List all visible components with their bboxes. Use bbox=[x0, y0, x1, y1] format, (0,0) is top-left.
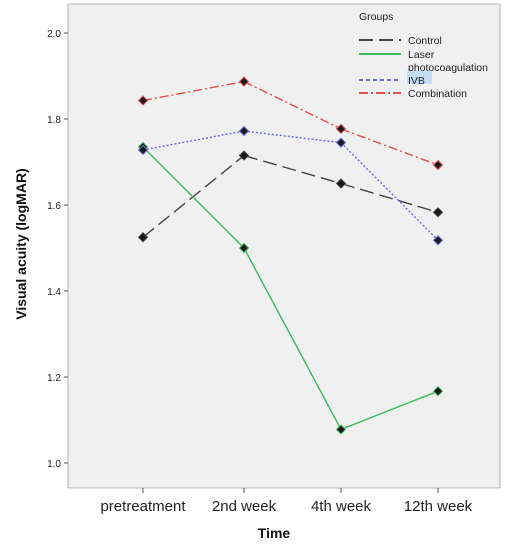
data-point-marker bbox=[335, 424, 347, 435]
series-line-segment bbox=[142, 155, 245, 238]
legend-label: IVB bbox=[408, 75, 425, 87]
data-point-marker bbox=[238, 242, 250, 254]
x-axis-title: Time bbox=[258, 525, 291, 541]
series-laser-photocoagulation bbox=[142, 146, 439, 431]
series-line-segment bbox=[243, 80, 342, 130]
x-tick-label: 4th week bbox=[311, 498, 372, 515]
y-tick-label: 1.6 bbox=[47, 201, 61, 212]
data-point-marker bbox=[432, 159, 444, 171]
data-point-marker bbox=[238, 76, 250, 87]
data-point-marker bbox=[335, 178, 347, 189]
series-ivb bbox=[142, 130, 439, 241]
y-tick-label: 1.4 bbox=[47, 287, 61, 298]
y-tick-label: 1.8 bbox=[47, 115, 61, 126]
data-point-marker bbox=[238, 150, 250, 161]
series-line-segment bbox=[243, 130, 342, 144]
plot-area bbox=[67, 3, 501, 489]
legend-label: Combination bbox=[408, 88, 467, 100]
series-line-segment bbox=[142, 130, 245, 151]
x-axis: pretreatment 2nd week 4th week 12th week bbox=[100, 488, 473, 515]
data-point-marker bbox=[238, 125, 250, 137]
series-markers bbox=[137, 150, 444, 243]
data-point-marker bbox=[432, 235, 444, 246]
series-line-segment bbox=[340, 182, 439, 213]
y-tick-label: 1.2 bbox=[47, 373, 61, 384]
legend-label: Control bbox=[408, 35, 442, 47]
series-combination bbox=[142, 80, 439, 166]
y-tick-label: 1.0 bbox=[47, 459, 61, 470]
series-line-segment bbox=[243, 154, 342, 185]
y-tick-label: 2.0 bbox=[47, 29, 61, 40]
legend-highlight bbox=[407, 71, 432, 84]
data-point-marker bbox=[137, 95, 149, 106]
x-tick-label: 12th week bbox=[404, 498, 473, 515]
data-point-marker bbox=[335, 137, 347, 148]
series-markers bbox=[137, 76, 444, 171]
data-point-marker bbox=[432, 207, 444, 218]
series-layer bbox=[137, 76, 444, 435]
x-tick-label: 2nd week bbox=[212, 498, 277, 515]
x-tick-label: pretreatment bbox=[100, 498, 186, 515]
series-line-segment bbox=[142, 80, 245, 102]
series-line-segment bbox=[340, 142, 439, 241]
series-line-segment bbox=[142, 146, 245, 249]
series-markers bbox=[137, 125, 444, 246]
y-axis-title: Visual acuity (logMAR) bbox=[13, 168, 29, 319]
series-line-segment bbox=[340, 390, 439, 431]
y-axis: 1.0 1.2 1.4 1.6 1.8 2.0 bbox=[47, 29, 68, 470]
data-point-marker bbox=[432, 385, 444, 397]
data-point-marker bbox=[137, 144, 149, 156]
series-line-segment bbox=[243, 247, 342, 430]
series-control bbox=[142, 154, 439, 238]
data-point-marker bbox=[335, 123, 347, 135]
data-point-marker bbox=[137, 232, 149, 243]
legend-title: Groups bbox=[359, 11, 393, 23]
series-line-segment bbox=[340, 128, 439, 166]
